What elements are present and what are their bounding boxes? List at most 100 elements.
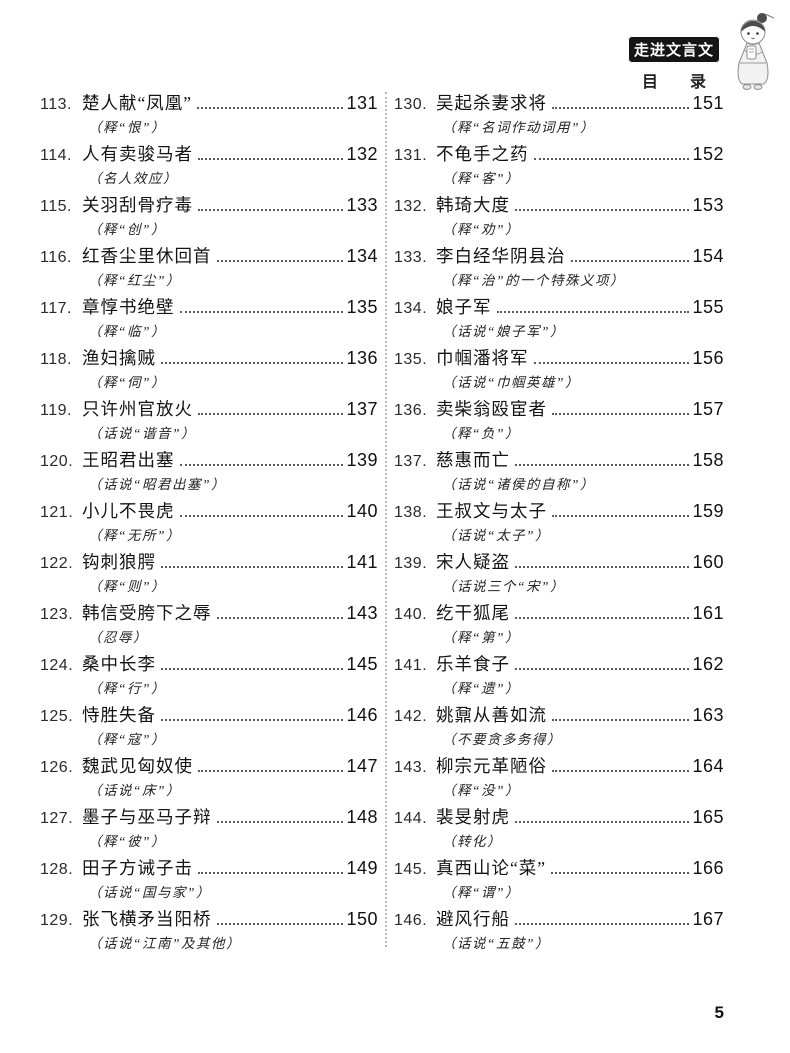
dotted-leader: [552, 761, 690, 772]
entry-number: 120.: [40, 453, 74, 470]
entry-page-number: 151: [692, 93, 724, 113]
entry-page-number: 152: [692, 144, 724, 164]
entry-page-number: 153: [692, 195, 724, 215]
toc-entry: 126. 魏武见匈奴使 147 （话说“床”）: [40, 753, 378, 804]
toc-entry-main-line: 139. 宋人疑盗 160: [394, 549, 724, 575]
dotted-leader: [515, 914, 690, 925]
toc-entry: 120. 王昭君出塞 139 （话说“昭君出塞”）: [40, 447, 378, 498]
toc-entry: 137. 慈惠而亡 158 （话说“诸侯的自称”）: [394, 447, 724, 498]
entry-page-number: 133: [346, 195, 378, 215]
toc-entry: 127. 墨子与巫马子辩 148 （释“彼”）: [40, 804, 378, 855]
toc-entry-main-line: 131. 不龟手之药 152: [394, 141, 724, 167]
dotted-leader: [198, 404, 344, 415]
entry-number: 116.: [40, 249, 72, 266]
entry-number: 142.: [394, 708, 428, 725]
toc-entry: 133. 李白经华阴县治 154 （释“治”的一个特殊义项）: [394, 243, 724, 294]
entry-title: 魏武见匈奴使: [82, 756, 193, 776]
entry-page-number: 134: [346, 246, 378, 266]
toc-entry-main-line: 113. 楚人献“凤凰” 131: [40, 90, 378, 116]
entry-page-number: 146: [346, 705, 378, 725]
entry-title: 裴旻射虎: [436, 807, 510, 827]
entry-title: 柳宗元革陋俗: [436, 756, 547, 776]
entry-page-number: 164: [692, 756, 724, 776]
entry-title: 韩琦大度: [436, 195, 510, 215]
entry-page-number: 143: [346, 603, 378, 623]
toc-entry-main-line: 125. 恃胜失备 146: [40, 702, 378, 728]
dotted-leader: [198, 200, 344, 211]
toc-entry-main-line: 121. 小儿不畏虎 140: [40, 498, 378, 524]
toc-entry-main-line: 118. 渔妇擒贼 136: [40, 345, 378, 371]
toc-entry-main-line: 146. 避风行船 167: [394, 906, 724, 932]
toc-entry: 146. 避风行船 167 （话说“五鼓”）: [394, 906, 724, 957]
entry-number: 121.: [40, 504, 74, 521]
toc-entry: 119. 只许州官放火 137 （话说“谐音”）: [40, 396, 378, 447]
entry-title: 王昭君出塞: [82, 450, 175, 470]
entry-number: 123.: [40, 606, 74, 623]
entry-page-number: 161: [692, 603, 724, 623]
dotted-leader: [552, 404, 690, 415]
entry-title: 娘子军: [436, 297, 492, 317]
entry-number: 135.: [394, 351, 428, 368]
entry-note: （释“创”）: [88, 222, 167, 237]
entry-note: （忍辱）: [88, 630, 148, 645]
toc-entry-main-line: 142. 姚鼐从善如流 163: [394, 702, 724, 728]
entry-number: 140.: [394, 606, 428, 623]
toc-entry: 125. 恃胜失备 146 （释“寇”）: [40, 702, 378, 753]
toc-entry-main-line: 133. 李白经华阴县治 154: [394, 243, 724, 269]
entry-note: （释“红尘”）: [88, 273, 182, 288]
entry-title: 慈惠而亡: [436, 450, 510, 470]
entry-note: （释“恨”）: [88, 120, 167, 135]
entry-title: 章惇书绝壁: [82, 297, 175, 317]
toc-entry-main-line: 124. 桑中长李 145: [40, 651, 378, 677]
entry-note: （释“临”）: [88, 324, 167, 339]
entry-title: 韩信受胯下之辱: [82, 603, 212, 623]
entry-title: 吴起杀妻求将: [436, 93, 547, 113]
entry-note: （释“第”）: [442, 630, 521, 645]
toc-entry: 144. 裴旻射虎 165 （转化）: [394, 804, 724, 855]
toc-entry-main-line: 132. 韩琦大度 153: [394, 192, 724, 218]
entry-note: （释“负”）: [442, 426, 521, 441]
toc-entry: 142. 姚鼐从善如流 163 （不要贪多务得）: [394, 702, 724, 753]
toc-entry: 130. 吴起杀妻求将 151 （释“名词作动词用”）: [394, 90, 724, 141]
entry-note: （释“行”）: [88, 681, 167, 696]
toc-column-left: 113. 楚人献“凤凰” 131 （释“恨”） 114. 人有卖骏马者 132 …: [40, 90, 378, 957]
toc-entry: 139. 宋人疑盗 160 （话说三个“宋”）: [394, 549, 724, 600]
entry-note: （话说三个“宋”）: [442, 579, 566, 594]
dotted-leader: [216, 608, 344, 619]
entry-title: 小儿不畏虎: [82, 501, 175, 521]
entry-page-number: 135: [346, 297, 378, 317]
dotted-leader: [515, 812, 690, 823]
toc-entry: 143. 柳宗元革陋俗 164 （释“没”）: [394, 753, 724, 804]
dotted-leader: [198, 863, 344, 874]
toc-entry: 118. 渔妇擒贼 136 （释“伺”）: [40, 345, 378, 396]
toc-entry-main-line: 127. 墨子与巫马子辩 148: [40, 804, 378, 830]
dotted-leader: [515, 455, 690, 466]
entry-number: 127.: [40, 810, 74, 827]
entry-note: （话说“诸侯的自称”）: [442, 477, 596, 492]
entry-number: 113.: [40, 96, 72, 113]
dotted-leader: [198, 149, 344, 160]
logo-block: 走进文言文 目 录: [627, 36, 720, 92]
entry-note: （释“伺”）: [88, 375, 167, 390]
entry-page-number: 136: [346, 348, 378, 368]
entry-number: 119.: [40, 402, 72, 419]
entry-title: 巾帼潘将军: [436, 348, 529, 368]
entry-page-number: 159: [692, 501, 724, 521]
entry-note: （释“彼”）: [88, 834, 167, 849]
entry-number: 124.: [40, 657, 74, 674]
toc-entry: 121. 小儿不畏虎 140 （释“无所”）: [40, 498, 378, 549]
entry-number: 129.: [40, 912, 74, 929]
toc-entry: 114. 人有卖骏马者 132 （名人效应）: [40, 141, 378, 192]
entry-number: 141.: [394, 657, 428, 674]
entry-title: 关羽刮骨疗毒: [82, 195, 193, 215]
toc-entry: 123. 韩信受胯下之辱 143 （忍辱）: [40, 600, 378, 651]
entry-note: （释“无所”）: [88, 528, 182, 543]
toc-entry: 131. 不龟手之药 152 （释“客”）: [394, 141, 724, 192]
toc-entry-main-line: 136. 卖柴翁殴宦者 157: [394, 396, 724, 422]
entry-title: 田子方诫子击: [82, 858, 193, 878]
entry-number: 139.: [394, 555, 428, 572]
dotted-leader: [161, 353, 344, 364]
dotted-leader: [179, 506, 344, 517]
entry-title: 楚人献“凤凰”: [82, 93, 193, 113]
